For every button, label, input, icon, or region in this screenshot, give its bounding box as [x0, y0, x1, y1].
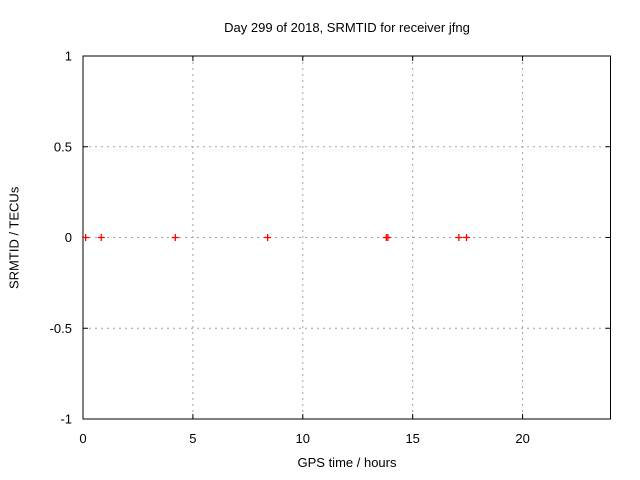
x-axis-label: GPS time / hours [297, 455, 397, 470]
x-tick-label: 15 [405, 431, 419, 446]
y-tick-label: 1 [65, 49, 72, 64]
data-point-marker [455, 234, 463, 241]
data-point-marker [384, 234, 392, 241]
x-tick-label: 10 [296, 431, 310, 446]
data-point-marker [463, 234, 471, 241]
y-tick-label: 0.5 [54, 139, 72, 154]
y-tick-label: -0.5 [50, 321, 72, 336]
x-tick-label: 0 [79, 431, 86, 446]
chart-title: Day 299 of 2018, SRMTID for receiver jfn… [224, 20, 470, 35]
data-point-marker [97, 234, 105, 241]
x-tick-label: 20 [515, 431, 529, 446]
y-tick-label: -1 [60, 412, 72, 427]
data-point-marker [82, 234, 90, 241]
y-tick-label: 0 [65, 230, 72, 245]
x-tick-label: 5 [189, 431, 196, 446]
data-point-marker [264, 234, 272, 241]
data-point-marker [171, 234, 179, 241]
